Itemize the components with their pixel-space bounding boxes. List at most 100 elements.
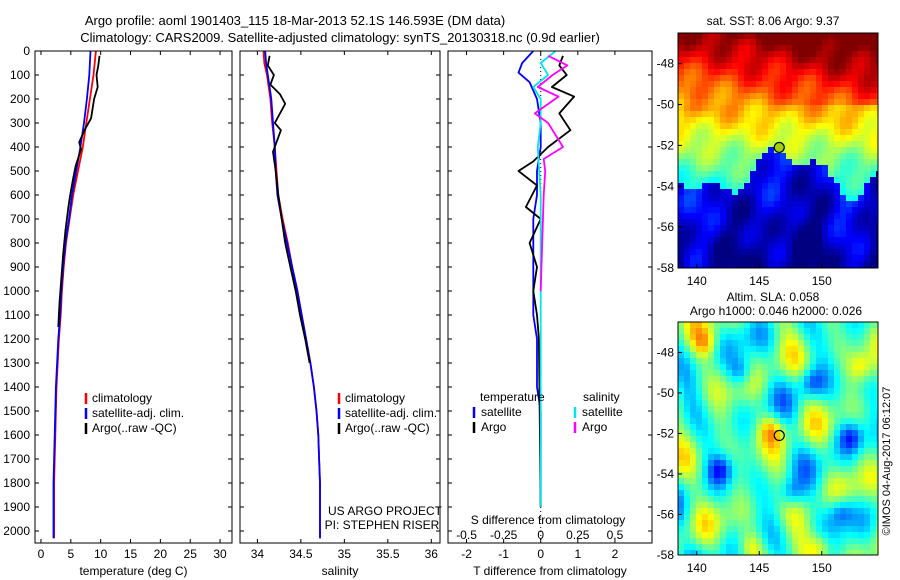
salinity-series-argo-raw-qc	[266, 55, 311, 364]
salinity-diff-tick-label: 0.5	[607, 528, 624, 542]
temperature-xtick-label: 10	[94, 547, 108, 561]
sla-map-ytick-label: -52	[657, 426, 675, 440]
argo-float-marker	[773, 429, 785, 442]
depth-tick-label: 800	[10, 236, 30, 250]
difference-xtick-label: 2	[612, 547, 619, 561]
salinity-xlabel: salinity	[322, 564, 359, 578]
sla-map-ytick-label: -48	[657, 345, 675, 359]
difference-legend-salinity-title: salinity	[583, 390, 620, 404]
sla-map-title-line2: Argo h1000: 0.046 h2000: 0.026	[690, 304, 862, 318]
salinity-series-satellite-adj-clim	[264, 51, 321, 539]
difference-xtick-label: 1	[574, 547, 581, 561]
depth-tick-label: 100	[10, 68, 30, 82]
salinity-legend-label: climatology	[345, 391, 405, 405]
temperature-xtick-label: 20	[154, 547, 168, 561]
temperature-legend-label: satellite-adj. clim.	[92, 406, 184, 420]
salinity-xtick-label: 36	[425, 547, 439, 561]
sla-map-ytick-label: -50	[657, 386, 675, 400]
sst-map-ytick-label: -58	[657, 261, 675, 275]
sla-map-cells	[678, 322, 879, 556]
depth-tick-label: 1800	[3, 476, 30, 490]
depth-tick-label: 500	[10, 164, 30, 178]
sla-map-panel: 140 145 150 -48 -50 -52 -54 -56 -58 Altim. SLA: 0…	[657, 290, 879, 575]
salinity-xtick-label: 35	[338, 547, 352, 561]
difference-panel: -2 -1 0 1 2 T difference from climatology S di…	[447, 50, 653, 578]
pi-label: PI: STEPHEN RISER	[325, 518, 440, 532]
sla-map-ytick-label: -56	[657, 507, 675, 521]
difference-xlabel: T difference from climatology	[473, 564, 627, 578]
project-label: US ARGO PROJECT	[328, 504, 443, 518]
sst-map-cells	[678, 33, 879, 269]
sst-map-ytick-label: -56	[657, 220, 675, 234]
depth-tick-label: 1400	[3, 380, 30, 394]
difference-xtick-label: -1	[498, 547, 509, 561]
depth-tick-label: 1200	[3, 332, 30, 346]
temperature-legend-label: Argo(..raw -QC)	[92, 421, 177, 435]
difference-series-s-argo	[533, 54, 569, 292]
salinity-xtick-label: 34.5	[289, 547, 313, 561]
sla-map-xtick-label: 140	[687, 561, 707, 575]
salinity-xtick-label: 35.5	[376, 547, 400, 561]
sst-map-xtick-label: 150	[812, 274, 832, 288]
salinity-panel: 34 34.5 35 35.5 36 salinity climatologysatelli…	[239, 50, 441, 578]
difference-top-xlabel: S difference from climatology	[471, 513, 626, 527]
depth-tick-label: 1000	[3, 284, 30, 298]
sla-map-xtick-label: 145	[749, 561, 769, 575]
temperature-frame	[34, 50, 233, 544]
temperature-legend-label: climatology	[92, 391, 152, 405]
temperature-xtick-label: 15	[124, 547, 138, 561]
figure-title-line1: Argo profile: aoml 1901403_115 18-Mar-20…	[85, 13, 505, 28]
difference-frame	[447, 50, 653, 544]
sst-map-xtick-label: 140	[687, 274, 707, 288]
difference-legend-temperature-title: temperature	[480, 390, 545, 404]
difference-series-t-satellite	[517, 51, 542, 507]
temperature-xtick-label: 0	[38, 547, 45, 561]
difference-legend: temperature salinitysatelliteArgosatellit…	[472, 390, 623, 434]
depth-tick-label: 1600	[3, 428, 30, 442]
difference-xtick-label: 0	[537, 547, 544, 561]
salinity-frame	[239, 50, 441, 544]
depth-tick-label: 900	[10, 260, 30, 274]
difference-legend-label: Argo	[582, 420, 608, 434]
sst-map-ytick-label: -48	[657, 57, 675, 71]
depth-tick-label: 300	[10, 116, 30, 130]
temperature-series-satellite-adj-clim	[52, 51, 92, 539]
difference-legend-label: Argo	[481, 420, 507, 434]
difference-series-group	[517, 51, 575, 543]
difference-legend-label: satellite	[582, 405, 623, 419]
sla-map-title-line1: Altim. SLA: 0.058	[727, 290, 820, 304]
salinity-series-group	[262, 51, 321, 539]
salinity-legend-label: Argo(..raw -QC)	[345, 421, 430, 435]
depth-tick-label: 1100	[4, 308, 30, 322]
salinity-diff-tick-label: 0.25	[566, 528, 590, 542]
depth-tick-label: 1500	[3, 404, 30, 418]
difference-series-t-argo	[517, 55, 575, 508]
figure-title-line2: Climatology: CARS2009. Satellite-adjuste…	[80, 30, 600, 45]
sst-map-xtick-label: 145	[749, 274, 769, 288]
temperature-series-group	[52, 51, 101, 539]
difference-legend-label: satellite	[481, 405, 522, 419]
temperature-xtick-label: 5	[67, 547, 74, 561]
salinity-series-climatology	[262, 51, 321, 539]
salinity-diff-tick-label: 0	[537, 528, 544, 542]
temperature-xtick-label: 25	[184, 547, 198, 561]
copyright-stamp: ©IMOS 04-Aug-2017 06:12:07	[881, 387, 893, 536]
sst-map-ytick-label: -50	[657, 98, 675, 112]
sla-map-frame	[677, 321, 879, 556]
sst-map-ytick-label: -52	[657, 138, 675, 152]
temperature-series-argo-raw-qc	[57, 55, 101, 328]
salinity-xtick-label: 34	[251, 547, 265, 561]
depth-tick-label: 200	[10, 92, 30, 106]
depth-tick-label: 1700	[3, 452, 30, 466]
sst-map-panel: 140 145 150 -48 -50 -52 -54 -56 -58 sat. SST: 8.0…	[657, 14, 879, 288]
depth-tick-label: 1900	[3, 500, 30, 514]
depth-tick-label: 0	[23, 44, 30, 58]
depth-tick-label: 400	[10, 140, 30, 154]
sst-map-title: sat. SST: 8.06 Argo: 9.37	[707, 14, 840, 28]
depth-tick-label: 1300	[3, 356, 30, 370]
argo-float-marker	[773, 141, 785, 154]
depth-tick-label: 700	[10, 212, 30, 226]
depth-tick-label: 600	[10, 188, 30, 202]
